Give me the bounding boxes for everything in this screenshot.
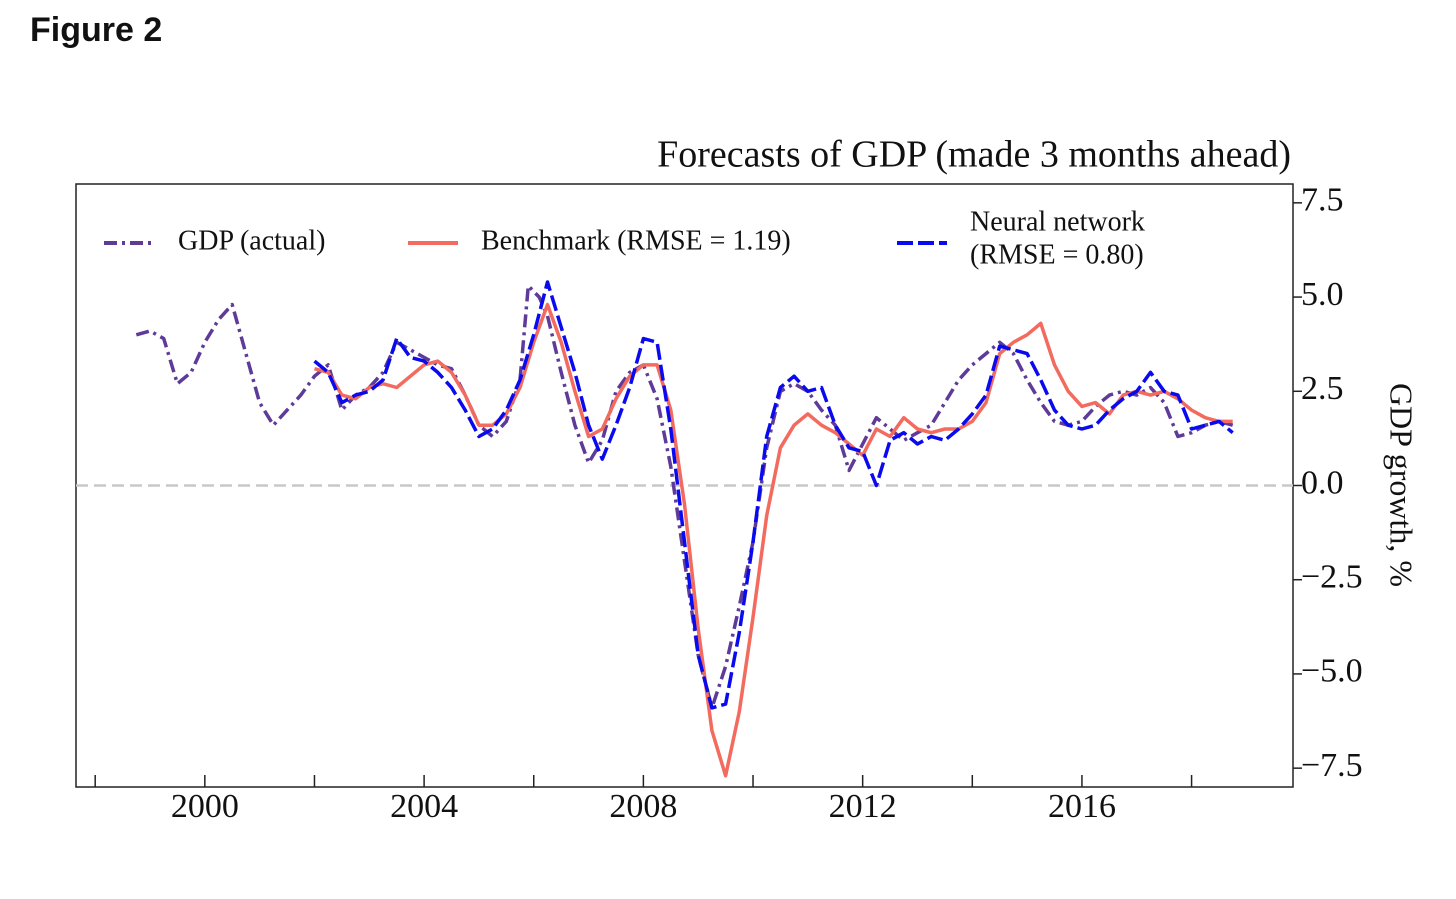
legend-label: Neural network: [970, 206, 1145, 237]
x-tick-label: 2004: [390, 788, 458, 825]
series-line: [313, 280, 1234, 710]
x-tick-label: 2000: [171, 788, 239, 825]
legend-label: GDP (actual): [178, 225, 325, 256]
legend-label: (RMSE = 0.80): [970, 239, 1144, 270]
y-tick-label: 7.5: [1301, 182, 1344, 219]
x-tick-label: 2016: [1048, 788, 1116, 825]
x-tick-label: 2008: [609, 788, 677, 825]
figure-heading: Figure 2: [30, 11, 162, 49]
chart-title: Forecasts of GDP (made 3 months ahead): [657, 134, 1291, 176]
y-tick-label: −2.5: [1301, 559, 1363, 596]
y-axis-label: GDP growth, %: [1384, 383, 1420, 587]
x-tick-label: 2012: [829, 788, 897, 825]
legend-label: Benchmark (RMSE = 1.19): [481, 225, 791, 256]
series-line: [314, 302, 1233, 778]
y-tick-label: −5.0: [1301, 653, 1363, 690]
y-tick-label: −7.5: [1301, 747, 1363, 784]
y-tick-label: 0.0: [1301, 464, 1344, 501]
y-tick-label: 2.5: [1301, 370, 1344, 407]
y-tick-label: 5.0: [1301, 276, 1344, 313]
